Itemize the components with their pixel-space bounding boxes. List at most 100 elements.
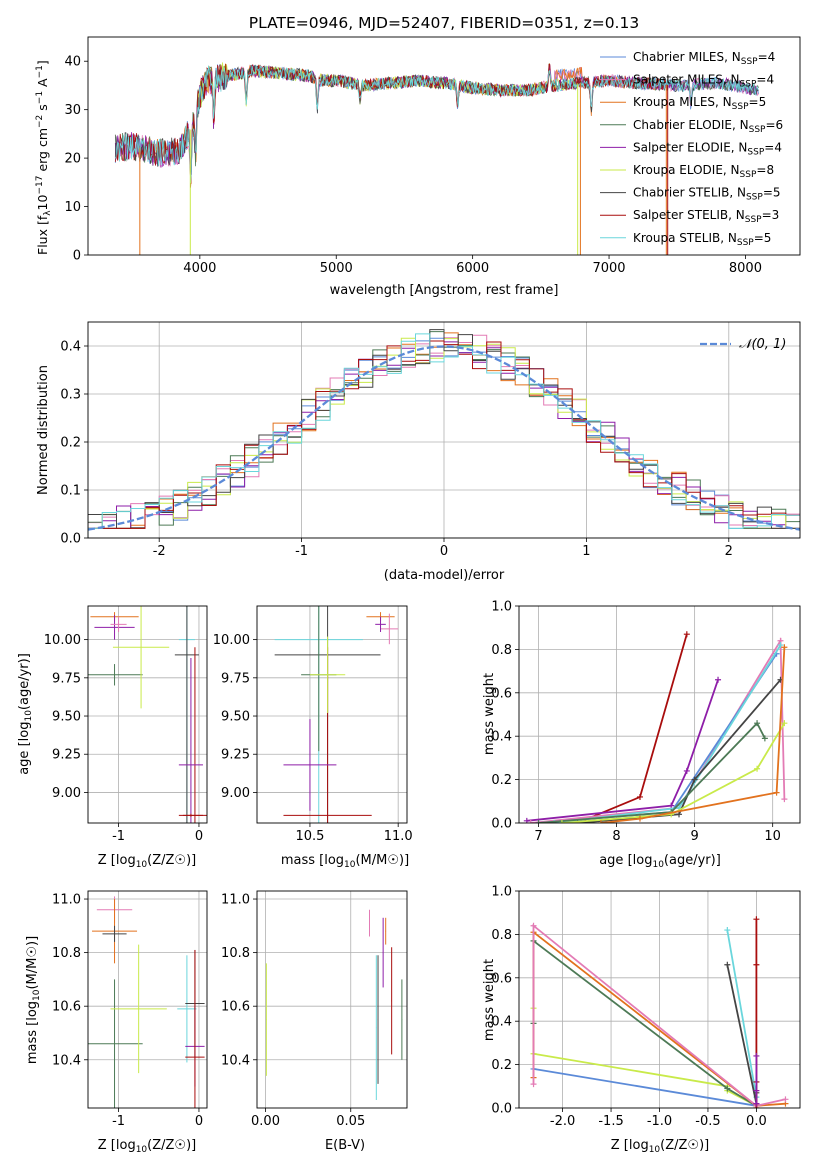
x-tick-label: -2 xyxy=(153,544,166,559)
mw-Z-marker-salp_miles xyxy=(530,1081,537,1088)
y-tick-label: 9.25 xyxy=(221,748,250,763)
axes-frame xyxy=(87,890,208,1109)
mw-Z-line-krou_elodie xyxy=(532,1008,757,1107)
spectrum-xlabel: wavelength [Angstrom, rest frame] xyxy=(330,283,559,298)
legend-entry-chab_stelib: Chabrier STELIB, NSSP=5 xyxy=(633,186,781,203)
y-tick-label: 0.6 xyxy=(491,971,512,986)
x-tick-label: 10 xyxy=(764,829,781,844)
mw-age-marker-salp_miles xyxy=(781,796,788,803)
y-tick-label: 0.2 xyxy=(491,1058,512,1073)
x-tick-label: 0.05 xyxy=(336,1114,365,1129)
y-tick-label: 10.00 xyxy=(44,633,81,648)
y-tick-label: 9.00 xyxy=(221,786,250,801)
x-tick-label: 8 xyxy=(612,829,620,844)
mw-age-marker-salp_elodie xyxy=(683,767,690,774)
residual-xlabel: (data-model)/error xyxy=(384,568,505,583)
y-tick-label: 0.0 xyxy=(60,532,81,547)
x-tick-label: 0 xyxy=(195,1114,203,1129)
mw-Z-line-chab_miles xyxy=(533,1068,757,1107)
y-tick-label: 0.0 xyxy=(491,1102,512,1117)
mw-Z-line-salp_miles xyxy=(532,923,786,1107)
x-tick-label: 0 xyxy=(195,829,203,844)
x-tick-label: 8000 xyxy=(729,261,762,276)
mass-Z-xlabel: Z [log10(Z/Z☉)] xyxy=(98,1138,196,1155)
y-tick-label: 0.4 xyxy=(60,340,81,355)
mw-Z-axes: -2.0 -1.5 -1.0 -0.5 0.0 0.0 0.2 0.4 0.6 0.8 1.0 xyxy=(491,885,801,1129)
spectrum-ylabel: Flux [fλ10−17 erg cm−2 s−1 A−1] xyxy=(35,60,53,255)
mass-Z-axes-plot xyxy=(88,891,207,1108)
histogram-salp_stelib xyxy=(88,340,800,538)
mass-Z-ylabel: mass [log10(M/M☉)] xyxy=(25,936,42,1064)
y-tick-label: 10.00 xyxy=(213,633,250,648)
mass-ebv-xlabel: E(B-V) xyxy=(325,1138,365,1153)
x-tick-label: 6000 xyxy=(456,261,489,276)
x-tick-label: -2.0 xyxy=(550,1114,575,1129)
residual-ylabel: Normed distribution xyxy=(36,365,51,495)
mw-age-marker-salp_elodie xyxy=(668,802,675,809)
mw-age-marker-chab_elodie xyxy=(535,820,542,823)
mw-age-line-salp_miles xyxy=(530,637,786,823)
y-tick-label: 0 xyxy=(73,249,81,264)
y-tick-label: 0.2 xyxy=(60,436,81,451)
y-tick-label: 40 xyxy=(64,55,81,70)
y-tick-label: 10.6 xyxy=(52,1000,81,1015)
y-tick-label: 9.00 xyxy=(52,786,81,801)
y-tick-label: 10.8 xyxy=(52,946,81,961)
mw-age-marker-chab_elodie xyxy=(761,735,768,742)
residual-axes-plot xyxy=(88,322,800,538)
mw-age-line-salp_stelib xyxy=(577,633,688,823)
mw-Z-marker-salp_stelib xyxy=(753,961,760,968)
mw-age-line-krou_miles xyxy=(600,647,786,823)
normal-curve xyxy=(88,345,800,531)
y-tick-label: 30 xyxy=(64,103,81,118)
age-Z-axes: -1 0 9.00 9.25 9.50 9.75 10.00 xyxy=(44,605,208,844)
x-tick-label: 10.5 xyxy=(295,829,324,844)
y-tick-label: 0.8 xyxy=(491,928,512,943)
y-tick-label: 9.25 xyxy=(52,748,81,763)
mw-Z-marker-chab_elodie xyxy=(724,1085,731,1092)
figure-title: PLATE=0946, MJD=52407, FIBERID=0351, z=0… xyxy=(249,14,639,32)
x-tick-label: 0.0 xyxy=(746,1114,767,1129)
mw-age-line-chab_elodie xyxy=(538,721,766,823)
y-tick-label: 10.8 xyxy=(221,946,250,961)
legend-entry-chab_miles: Chabrier MILES, NSSP=4 xyxy=(633,50,775,67)
mw-age-marker-salp_stelib xyxy=(683,631,690,638)
y-tick-label: 9.75 xyxy=(52,671,81,686)
x-tick-label: 0 xyxy=(440,544,448,559)
mw-Z-line-chab_elodie xyxy=(532,939,757,1107)
mass-Z-axes: -1 0 10.4 10.6 10.8 11.0 xyxy=(52,890,208,1129)
mw-Z-marker-krou_stelib xyxy=(724,927,731,934)
mw-age-marker-salp_miles xyxy=(527,820,534,823)
mw-age-marker-salp_stelib xyxy=(636,793,643,800)
age-mass-axes-plot xyxy=(257,606,407,823)
mw-age-marker-krou_miles xyxy=(773,789,780,796)
x-tick-label: 9 xyxy=(690,829,698,844)
mw-Z-marker-salp_elodie xyxy=(753,1100,760,1107)
histogram-krou_stelib xyxy=(88,333,800,538)
spectrum-line-krou_stelib xyxy=(114,64,759,184)
age-mass-xlabel: mass [log10(M/M☉)] xyxy=(281,853,409,870)
spectrum-axes-plot xyxy=(114,62,759,255)
mass-ebv-axes: 0.00 0.05 10.4 10.6 10.8 11.0 xyxy=(221,890,408,1129)
mw-age-marker-chab_stelib xyxy=(691,776,698,783)
mw-age-marker-krou_miles xyxy=(781,644,788,651)
x-tick-label: 7000 xyxy=(592,261,625,276)
residual-axes: -2 -1 0 1 2 0.0 0.1 0.2 0.3 0.4 xyxy=(60,321,801,559)
y-tick-label: 10.6 xyxy=(221,1000,250,1015)
age-Z-axes-plot xyxy=(88,606,207,823)
y-tick-label: 9.75 xyxy=(221,671,250,686)
mw-age-marker-krou_elodie xyxy=(781,720,788,727)
mw-age-marker-chab_elodie xyxy=(754,720,761,727)
x-tick-label: 5000 xyxy=(320,261,353,276)
mw-age-marker-salp_elodie xyxy=(715,676,722,683)
y-tick-label: 0.1 xyxy=(60,484,81,499)
mw-Z-marker-salp_miles xyxy=(782,1096,789,1103)
mw-age-marker-krou_elodie xyxy=(754,765,761,772)
mw-Z-line-krou_stelib xyxy=(726,929,758,1098)
axes-frame xyxy=(518,605,801,824)
mw-age-xlabel: age [log10(age/yr)] xyxy=(599,853,721,870)
mw-Z-marker-salp_elodie xyxy=(753,1087,760,1094)
x-tick-label: 1 xyxy=(582,544,590,559)
x-tick-label: -1.5 xyxy=(598,1114,623,1129)
